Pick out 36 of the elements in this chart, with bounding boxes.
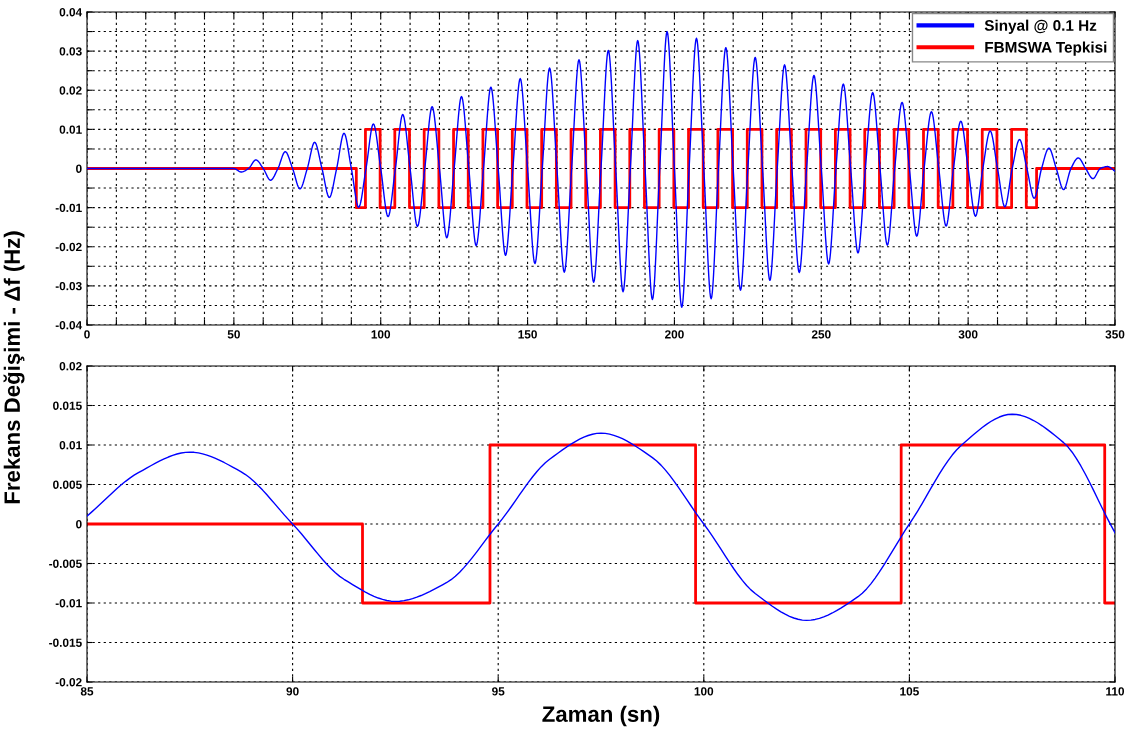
y-tick-label: -0.03	[55, 281, 82, 291]
x-axis-title: Zaman (sn)	[542, 705, 660, 727]
x-tick-label: 300	[958, 330, 978, 339]
y-tick-label: 0.015	[53, 401, 82, 410]
y-tick-label: -0.04	[55, 321, 83, 330]
y-tick-label: 0	[76, 164, 82, 173]
x-tick-label: 95	[492, 687, 505, 696]
x-tick-label: 105	[900, 687, 919, 696]
x-tick-label: 90	[286, 687, 299, 696]
x-tick-label: 350	[1105, 330, 1125, 339]
y-tick-label: 0.02	[59, 362, 82, 371]
x-tick-label: 50	[227, 330, 240, 339]
y-tick-label: 0	[76, 520, 82, 529]
y-tick-label: 0.02	[59, 86, 82, 95]
y-tick-label: -0.02	[55, 678, 82, 687]
y-tick-label: 0.03	[59, 47, 82, 56]
y-tick-label: -0.005	[49, 559, 82, 568]
x-tick-label: 250	[811, 330, 831, 339]
y-axis-title: Frekans Değişimi - Δf (Hz)	[3, 231, 25, 504]
x-tick-label: 100	[694, 687, 714, 696]
legend-label: Sinyal @ 0.1 Hz	[984, 19, 1097, 34]
x-tick-label: 100	[371, 330, 391, 339]
legend-label: FBMSWA Tepkisi	[985, 41, 1107, 56]
x-tick-label: 200	[664, 330, 684, 339]
y-tick-label: -0.01	[55, 599, 82, 608]
x-tick-label: 85	[80, 687, 94, 696]
y-tick-label: -0.02	[55, 242, 82, 252]
y-tick-label: 0.04	[59, 8, 83, 17]
y-tick-label: -0.01	[55, 203, 82, 213]
y-tick-label: 0.005	[53, 480, 82, 489]
x-tick-label: 150	[518, 330, 537, 339]
x-tick-label: 110	[1106, 687, 1125, 696]
y-tick-label: 0.01	[59, 125, 82, 134]
x-tick-label: 0	[84, 330, 90, 339]
y-tick-label: 0.01	[59, 441, 82, 450]
y-tick-label: -0.015	[49, 638, 82, 647]
